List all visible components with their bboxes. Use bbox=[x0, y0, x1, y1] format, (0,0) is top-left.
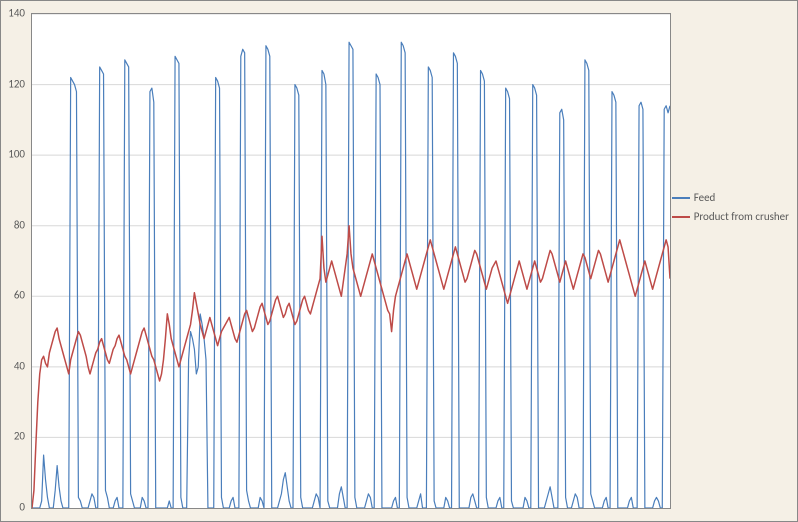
y-tick-label: 40 bbox=[14, 359, 25, 372]
y-tick-label: 120 bbox=[8, 77, 25, 90]
y-tick-label: 20 bbox=[14, 430, 25, 443]
y-tick-label: 100 bbox=[8, 148, 25, 161]
legend-item: Feed bbox=[672, 191, 789, 204]
y-tick-label: 60 bbox=[14, 289, 25, 302]
y-axis-labels: 020406080100120140 bbox=[1, 13, 29, 507]
legend-label: Product from crusher bbox=[694, 210, 789, 223]
y-tick-label: 0 bbox=[19, 501, 25, 514]
legend-swatch bbox=[672, 197, 690, 199]
legend-item: Product from crusher bbox=[672, 210, 789, 223]
y-tick-label: 140 bbox=[8, 7, 25, 20]
legend-swatch bbox=[672, 216, 690, 218]
plot-area bbox=[31, 13, 671, 509]
legend: Feed Product from crusher bbox=[672, 191, 789, 229]
y-tick-label: 80 bbox=[14, 218, 25, 231]
plot-svg bbox=[32, 14, 670, 508]
legend-label: Feed bbox=[694, 191, 716, 204]
chart-container: 0 20 40 60 80 100 120 140 Feed Product from crus… bbox=[0, 0, 798, 522]
series-feed bbox=[32, 42, 670, 508]
